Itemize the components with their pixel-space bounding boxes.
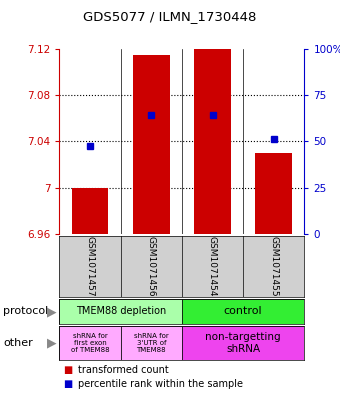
Text: control: control bbox=[224, 307, 262, 316]
Text: transformed count: transformed count bbox=[78, 365, 169, 375]
Text: GSM1071455: GSM1071455 bbox=[269, 236, 278, 297]
Text: protocol: protocol bbox=[3, 307, 49, 316]
Text: ▶: ▶ bbox=[47, 305, 56, 318]
Text: TMEM88 depletion: TMEM88 depletion bbox=[75, 307, 166, 316]
Bar bbox=[59, 326, 121, 360]
Text: non-targetting
shRNA: non-targetting shRNA bbox=[205, 332, 281, 354]
Text: GSM1071456: GSM1071456 bbox=[147, 236, 156, 297]
Bar bbox=[255, 153, 292, 234]
Text: GSM1071457: GSM1071457 bbox=[86, 236, 95, 297]
Bar bbox=[59, 299, 182, 324]
Bar bbox=[194, 49, 231, 234]
Bar bbox=[121, 326, 182, 360]
Bar bbox=[182, 326, 304, 360]
Bar bbox=[133, 55, 170, 234]
Text: shRNA for
first exon
of TMEM88: shRNA for first exon of TMEM88 bbox=[71, 333, 109, 353]
Bar bbox=[182, 299, 304, 324]
Text: shRNA for
3'UTR of
TMEM88: shRNA for 3'UTR of TMEM88 bbox=[134, 333, 169, 353]
Text: ▶: ▶ bbox=[47, 336, 56, 349]
Text: other: other bbox=[3, 338, 33, 348]
Bar bbox=[72, 188, 108, 234]
Text: GSM1071454: GSM1071454 bbox=[208, 236, 217, 296]
Text: percentile rank within the sample: percentile rank within the sample bbox=[78, 379, 243, 389]
Text: ■: ■ bbox=[63, 379, 72, 389]
Text: ■: ■ bbox=[63, 365, 72, 375]
Text: GDS5077 / ILMN_1730448: GDS5077 / ILMN_1730448 bbox=[83, 10, 257, 23]
